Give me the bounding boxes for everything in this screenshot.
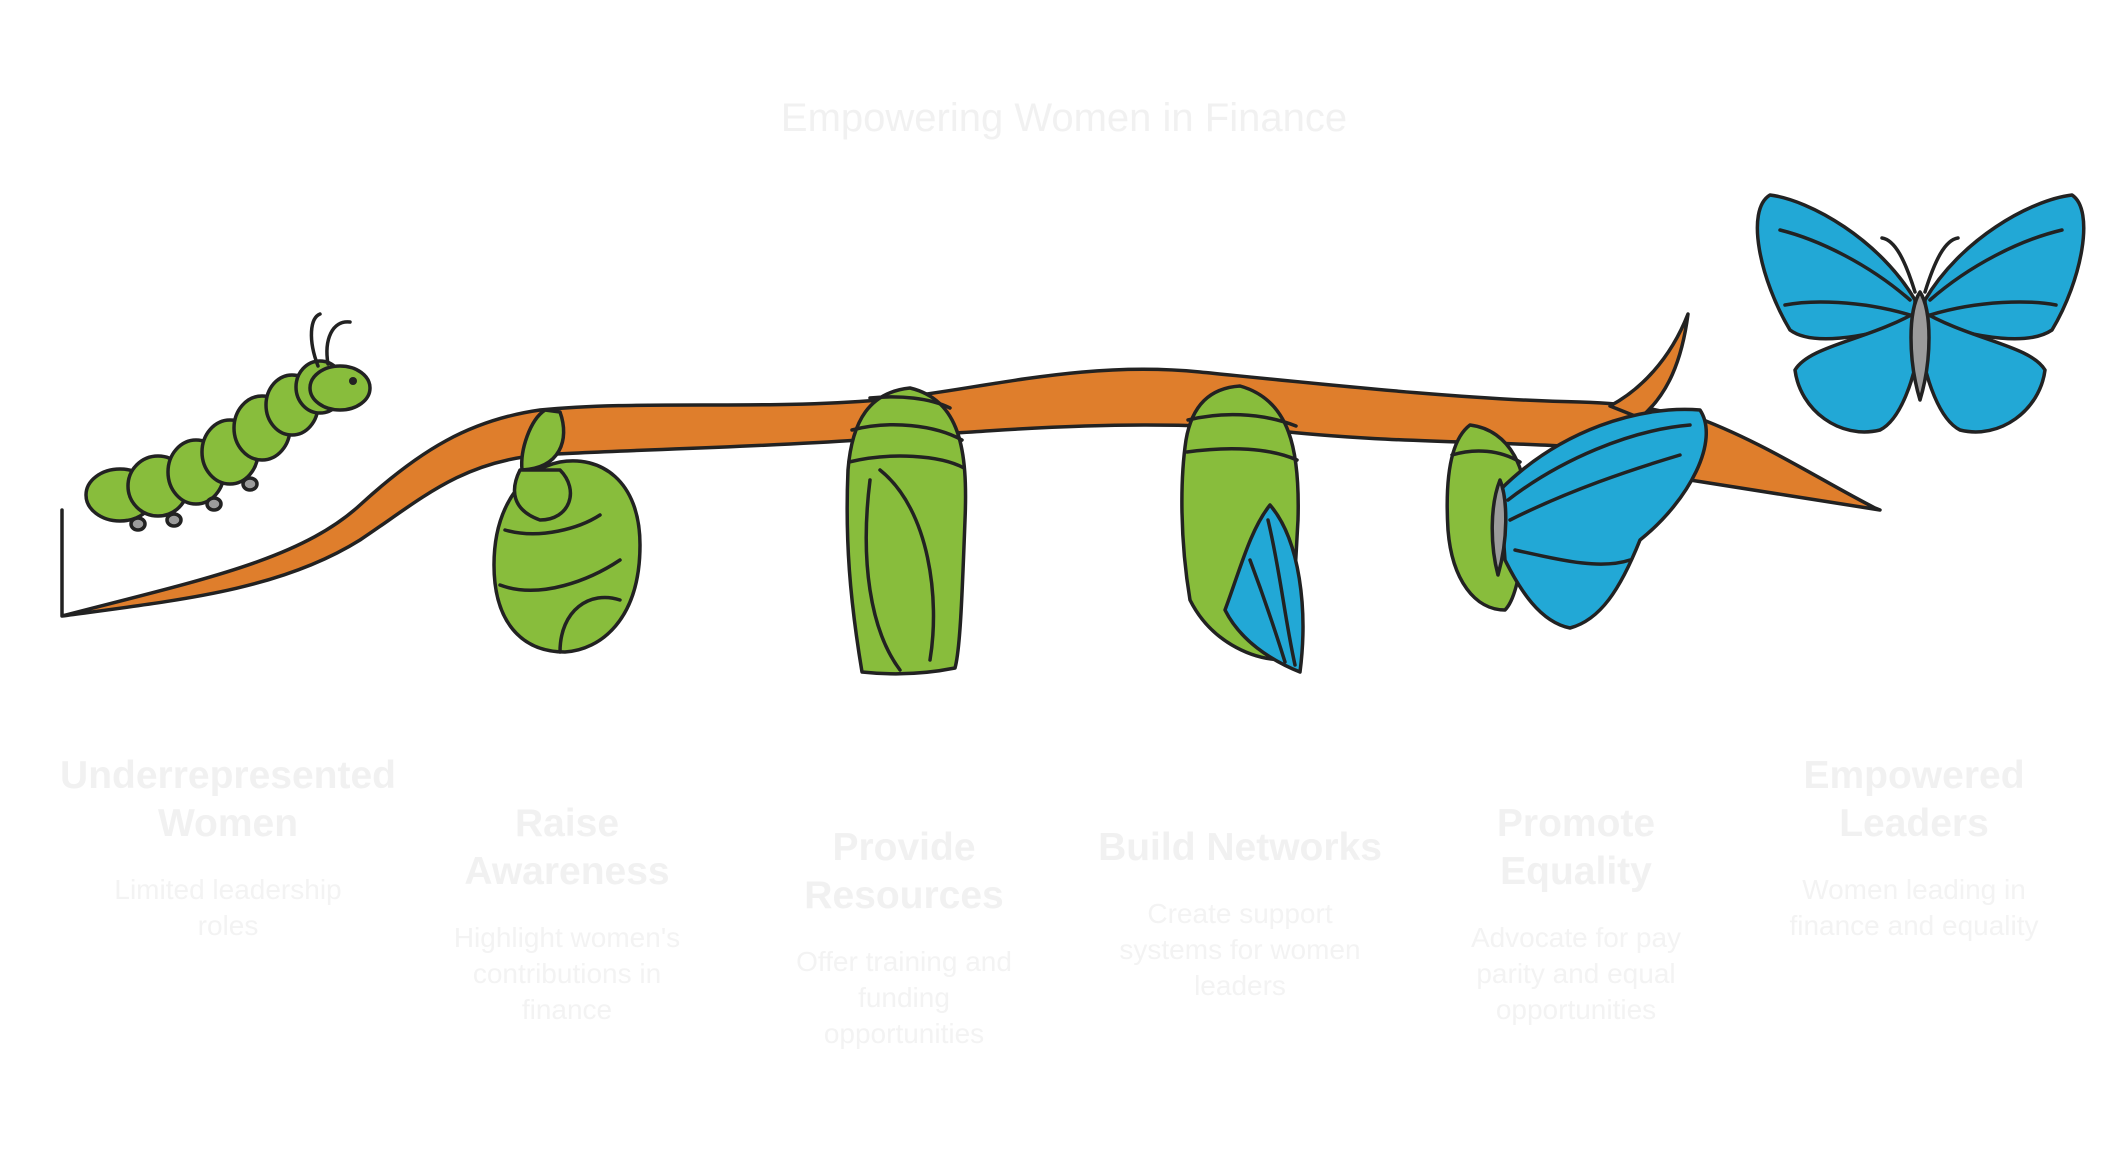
stage-title: Empowered Leaders xyxy=(1803,754,2025,845)
stage-title: Build Networks xyxy=(1098,826,1382,869)
stage-title: Raise Awareness xyxy=(464,802,670,893)
stage-description: Advocate for pay parity and equal opport… xyxy=(1470,922,1682,1025)
butterfly-icon xyxy=(1755,193,2086,434)
stage-description: Limited leadership roles xyxy=(114,874,342,941)
stage-underrepresented-women: Underrepresented Women Limited leadershi… xyxy=(48,752,408,944)
stage-title: Provide Resources xyxy=(804,826,1004,917)
stage-description: Highlight women's contributions in finan… xyxy=(453,922,681,1025)
opening-chrysalis-icon xyxy=(1180,384,1305,674)
caterpillar-icon xyxy=(84,312,372,532)
stage-title: Underrepresented Women xyxy=(60,754,396,845)
stage-provide-resources: Provide Resources Offer training and fun… xyxy=(724,824,1084,1052)
stage-title: Promote Equality xyxy=(1496,802,1656,893)
stage-description: Women leading in finance and equality xyxy=(1789,874,2039,941)
stage-promote-equality: Promote Equality Advocate for pay parity… xyxy=(1396,800,1756,1028)
emerging-butterfly-icon xyxy=(1445,407,1708,630)
stage-description: Create support systems for women leaders xyxy=(1119,898,1361,1001)
branch xyxy=(60,367,1882,618)
curled-pupa-icon xyxy=(492,408,642,654)
page-title: Empowering Women in Finance xyxy=(780,96,1348,140)
chrysalis-icon xyxy=(845,386,968,676)
stage-empowered-leaders: Empowered Leaders Women leading in finan… xyxy=(1734,752,2094,944)
branch-twig xyxy=(1608,312,1690,420)
stage-build-networks: Build Networks Create support systems fo… xyxy=(1060,824,1420,1004)
stage-raise-awareness: Raise Awareness Highlight women's contri… xyxy=(387,800,747,1028)
stage-description: Offer training and funding opportunities xyxy=(796,946,1012,1049)
